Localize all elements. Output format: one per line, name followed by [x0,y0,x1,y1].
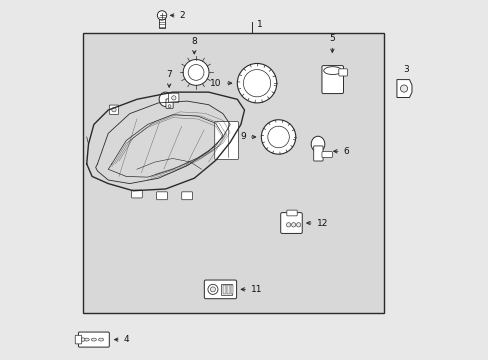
FancyBboxPatch shape [226,285,229,294]
Ellipse shape [323,67,341,75]
Text: 4: 4 [123,335,129,344]
Text: 11: 11 [250,285,262,294]
FancyBboxPatch shape [321,66,343,94]
Circle shape [168,105,171,108]
Ellipse shape [84,338,89,341]
Text: 5: 5 [329,33,335,42]
FancyBboxPatch shape [280,213,302,233]
Text: 9: 9 [240,132,245,141]
FancyBboxPatch shape [182,192,192,200]
FancyBboxPatch shape [159,19,165,28]
FancyBboxPatch shape [156,192,167,200]
FancyBboxPatch shape [338,69,346,76]
Text: 6: 6 [343,147,348,156]
FancyBboxPatch shape [221,284,232,295]
Text: 8: 8 [191,37,197,46]
Polygon shape [396,80,411,98]
FancyBboxPatch shape [230,285,233,294]
Circle shape [267,126,289,148]
FancyBboxPatch shape [321,152,332,157]
FancyBboxPatch shape [223,285,226,294]
Circle shape [157,11,166,20]
Circle shape [171,96,176,100]
FancyBboxPatch shape [78,332,109,347]
Circle shape [286,223,290,227]
FancyBboxPatch shape [109,105,119,114]
FancyBboxPatch shape [204,280,236,299]
Text: 2: 2 [179,11,185,20]
FancyBboxPatch shape [165,99,173,108]
Circle shape [183,59,208,85]
Circle shape [112,108,116,112]
Text: 1: 1 [257,19,262,28]
Circle shape [188,64,203,80]
Ellipse shape [91,338,96,341]
Circle shape [210,287,215,292]
Circle shape [207,284,218,294]
Circle shape [261,120,295,154]
FancyBboxPatch shape [286,210,297,216]
Text: 7: 7 [166,70,172,79]
Circle shape [243,69,270,97]
Text: 12: 12 [316,219,327,228]
FancyBboxPatch shape [313,146,323,161]
Text: 10: 10 [210,79,222,88]
Ellipse shape [159,92,172,107]
Circle shape [81,338,85,341]
FancyBboxPatch shape [131,190,142,198]
FancyBboxPatch shape [214,122,238,159]
Circle shape [296,223,300,227]
FancyBboxPatch shape [75,335,81,344]
Ellipse shape [99,338,103,341]
Circle shape [400,85,407,92]
Circle shape [237,63,276,103]
FancyBboxPatch shape [168,93,179,103]
Ellipse shape [310,136,324,152]
Circle shape [291,223,295,227]
Text: 3: 3 [402,65,408,74]
FancyBboxPatch shape [83,33,384,313]
